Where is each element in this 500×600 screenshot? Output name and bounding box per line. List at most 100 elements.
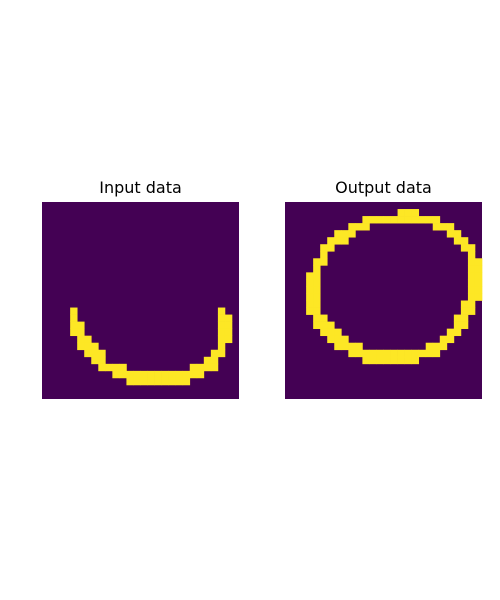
input-pixel (84, 349, 92, 358)
output-pixel (320, 244, 328, 252)
output-pixel (327, 321, 335, 329)
output-pixel (306, 307, 314, 315)
output-pixel (313, 286, 321, 294)
output-pixel (474, 272, 483, 280)
input-pixel (91, 356, 99, 365)
input-pixel (224, 328, 233, 337)
output-pixel (334, 335, 342, 344)
output-pixel (369, 349, 377, 358)
output-pixel (348, 223, 356, 231)
output-pixel (474, 265, 483, 273)
output-pixel (313, 258, 321, 266)
input-pixel (217, 349, 226, 358)
input-pixel (224, 335, 233, 344)
output-pixel (306, 293, 314, 301)
input-pixel (70, 307, 78, 315)
output-pixel (460, 300, 469, 308)
output-pixel (362, 223, 370, 231)
output-pixel (341, 230, 349, 238)
output-pixel (467, 286, 476, 294)
output-pixel (348, 349, 356, 358)
output-pixel (432, 223, 441, 231)
output-pixel (320, 314, 328, 322)
input-pixel (161, 370, 169, 379)
output-pixel (334, 237, 342, 245)
output-pixel (439, 335, 448, 344)
input-pixel (91, 342, 99, 351)
input-pixel (217, 328, 226, 337)
output-pixel (355, 342, 363, 351)
input-pixel (210, 363, 219, 372)
output-pixel (439, 223, 448, 231)
output-pixel (334, 342, 342, 351)
input-data-panel: Input data (42, 178, 239, 399)
output-pixel (411, 209, 420, 217)
input-pixel (217, 342, 226, 351)
output-pixel (474, 293, 483, 301)
input-pixel (168, 377, 177, 386)
output-pixel (313, 265, 321, 273)
input-pixel (112, 370, 120, 379)
output-pixel (334, 230, 342, 238)
output-pixel (313, 300, 321, 308)
input-pixel (182, 377, 191, 386)
output-pixel (390, 356, 398, 365)
input-pixel (126, 377, 134, 386)
output-pixel (467, 258, 476, 266)
output-pixel (362, 356, 370, 365)
output-pixel (446, 328, 455, 337)
output-pixel (460, 244, 469, 252)
input-pixel (196, 370, 205, 379)
input-pixel (203, 356, 212, 365)
output-pixel (397, 349, 405, 358)
output-pixel (397, 216, 405, 224)
output-pixel (460, 321, 469, 329)
output-pixel (467, 244, 476, 252)
output-pixel (453, 237, 462, 245)
output-pixel (313, 307, 321, 315)
input-pixel (217, 335, 226, 344)
input-pixel (182, 370, 191, 379)
output-pixel (369, 216, 377, 224)
output-pixel (446, 335, 455, 344)
output-pixel (404, 349, 412, 358)
input-pixel (196, 363, 205, 372)
input-pixel (147, 377, 155, 386)
output-pixel (432, 349, 441, 358)
output-pixel (467, 279, 476, 287)
output-pixel (404, 209, 412, 217)
output-pixel (369, 356, 377, 365)
input-pixel (77, 328, 85, 337)
input-pixel (189, 370, 198, 379)
input-pixel (175, 370, 184, 379)
input-pixel (140, 370, 148, 379)
output-pixel (313, 293, 321, 301)
input-pixel (154, 370, 162, 379)
output-pixel (362, 216, 370, 224)
output-pixel (348, 342, 356, 351)
output-data-title: Output data (335, 178, 432, 197)
input-pixel (154, 377, 162, 386)
input-pixel (175, 377, 184, 386)
output-pixel (376, 349, 384, 358)
output-pixel (348, 230, 356, 238)
output-pixel (460, 314, 469, 322)
output-pixel (474, 286, 483, 294)
output-pixel (355, 223, 363, 231)
output-pixel (467, 307, 476, 315)
output-pixel (306, 286, 314, 294)
output-pixel (467, 300, 476, 308)
input-pixel (203, 363, 212, 372)
input-pixel (105, 363, 113, 372)
input-data-image (42, 202, 239, 399)
output-pixel (418, 349, 427, 358)
output-pixel (320, 251, 328, 259)
output-pixel (376, 216, 384, 224)
input-pixel (161, 377, 169, 386)
output-pixel (313, 272, 321, 280)
output-pixel (404, 216, 412, 224)
input-pixel (98, 363, 106, 372)
output-pixel (411, 216, 420, 224)
input-pixel (70, 328, 78, 337)
output-pixel (460, 237, 469, 245)
